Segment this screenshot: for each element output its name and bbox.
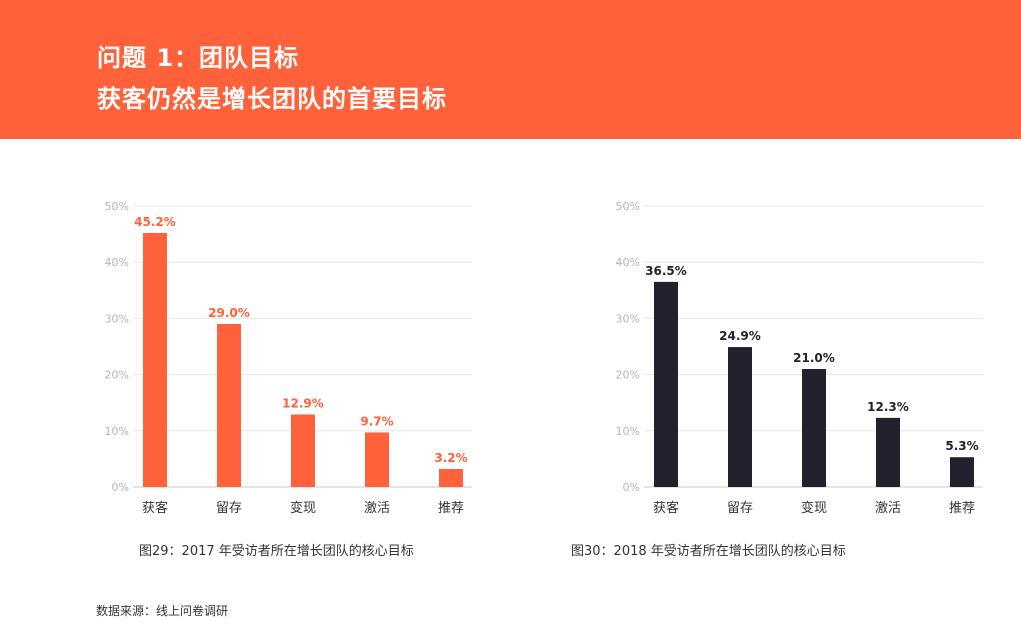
data-label: 12.9% bbox=[282, 397, 324, 411]
x-tick-label: 留存 bbox=[727, 501, 753, 516]
bar bbox=[876, 417, 900, 487]
y-tick-label: 20% bbox=[105, 369, 129, 382]
chart-2018-caption: 图30：2018 年受访者所在增长团队的核心目标 bbox=[571, 544, 846, 559]
data-source-note: 数据来源：线上问卷调研 bbox=[96, 604, 229, 618]
bar bbox=[728, 347, 752, 487]
x-tick-label: 变现 bbox=[290, 500, 316, 516]
data-label: 9.7% bbox=[360, 414, 393, 428]
bar bbox=[365, 432, 389, 487]
x-tick-label: 推荐 bbox=[438, 501, 464, 516]
y-tick-label: 40% bbox=[616, 256, 640, 269]
x-tick-label: 获客 bbox=[653, 500, 679, 516]
data-label: 29.0% bbox=[208, 306, 250, 320]
data-label: 12.3% bbox=[867, 400, 909, 414]
y-tick-label: 0% bbox=[623, 481, 640, 494]
data-label: 45.2% bbox=[134, 215, 176, 229]
x-tick-label: 推荐 bbox=[949, 501, 975, 516]
y-tick-label: 50% bbox=[105, 200, 129, 213]
y-tick-label: 0% bbox=[112, 481, 129, 494]
data-label: 36.5% bbox=[645, 264, 687, 278]
x-tick-label: 激活 bbox=[875, 501, 901, 516]
x-tick-label: 留存 bbox=[216, 501, 242, 516]
bar bbox=[950, 457, 974, 487]
data-label: 24.9% bbox=[719, 329, 761, 343]
y-tick-label: 10% bbox=[616, 425, 640, 438]
x-tick-label: 变现 bbox=[801, 500, 827, 516]
data-label: 5.3% bbox=[945, 439, 978, 453]
data-label: 3.2% bbox=[434, 451, 467, 465]
header-banner: 问题 1：团队目标 获客仍然是增长团队的首要目标 bbox=[0, 0, 1021, 139]
bar bbox=[654, 281, 678, 487]
y-tick-label: 10% bbox=[105, 425, 129, 438]
y-tick-label: 30% bbox=[616, 312, 640, 325]
chart-2017-caption: 图29：2017 年受访者所在增长团队的核心目标 bbox=[139, 544, 414, 559]
chart-2018: 0% 10% 20% 30% 40% 50% 36.5% 获客 24.9% 留存 21.0% 变现 12… bbox=[616, 200, 983, 516]
y-tick-label: 30% bbox=[105, 312, 129, 325]
data-label: 21.0% bbox=[793, 351, 835, 365]
chart-2017: 0% 10% 20% 30% 40% 50% 45.2% 获客 29.0% 留存 12.9% 变现 9.… bbox=[105, 200, 472, 516]
bar bbox=[143, 232, 167, 487]
y-tick-label: 40% bbox=[105, 256, 129, 269]
bar bbox=[439, 469, 463, 487]
page-title: 问题 1：团队目标 bbox=[97, 44, 300, 72]
page-subtitle: 获客仍然是增长团队的首要目标 bbox=[97, 85, 447, 113]
bar bbox=[802, 368, 826, 487]
bar bbox=[291, 414, 315, 487]
y-tick-label: 20% bbox=[616, 369, 640, 382]
y-tick-label: 50% bbox=[616, 200, 640, 213]
x-tick-label: 获客 bbox=[142, 500, 168, 516]
x-tick-label: 激活 bbox=[364, 501, 390, 516]
bar bbox=[217, 324, 241, 487]
